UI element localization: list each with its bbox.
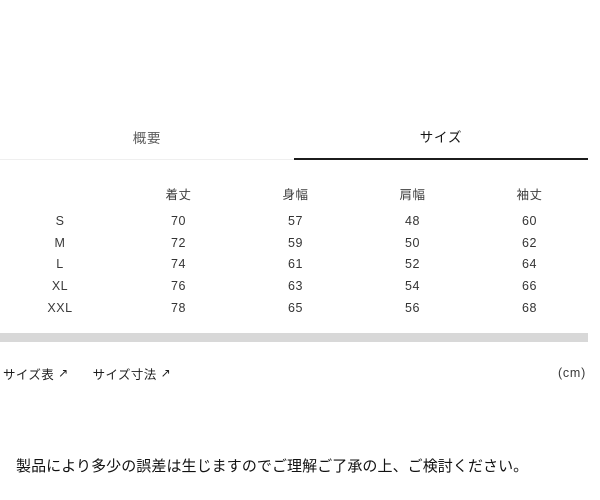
cell-xxl-shoulder-width: 56 (405, 301, 420, 316)
link-size-measurements-label: サイズ寸法 (92, 367, 157, 382)
horizontal-scrollbar[interactable] (0, 333, 588, 342)
link-size-measurements[interactable]: サイズ寸法 ↗ (93, 364, 171, 383)
table-row: L 74 61 52 64 (0, 254, 588, 276)
cell-s-sleeve-length: 60 (522, 213, 537, 228)
tab-size[interactable]: サイズ (294, 124, 588, 160)
cell-m-sleeve-length: 62 (522, 235, 537, 250)
size-table-scroll-container[interactable]: 着丈 身幅 肩幅 袖丈 S 70 57 48 60 M 72 59 (0, 176, 588, 342)
cell-s-shoulder-width: 48 (405, 213, 420, 228)
table-row: S 70 57 48 60 (0, 210, 588, 232)
table-row: XL 76 63 54 66 (0, 275, 588, 297)
cell-xxl-length: 78 (171, 301, 186, 316)
table-row: M 72 59 50 62 (0, 232, 588, 254)
row-label-m: M (54, 235, 66, 250)
external-link-arrow-icon: ↗ (160, 366, 172, 380)
cell-xxl-sleeve-length: 68 (522, 301, 537, 316)
link-size-chart[interactable]: サイズ表 ↗ (3, 364, 69, 383)
cell-l-length: 74 (171, 257, 186, 272)
column-header-sleeve-length: 袖丈 (516, 187, 543, 202)
tab-overview[interactable]: 概要 (0, 124, 294, 160)
column-header-length: 着丈 (165, 187, 192, 202)
row-label-l: L (56, 257, 64, 272)
size-table: 着丈 身幅 肩幅 袖丈 S 70 57 48 60 M 72 59 (0, 176, 588, 319)
row-label-xl: XL (51, 279, 69, 294)
cell-xl-chest-width: 63 (288, 279, 303, 294)
cell-xl-sleeve-length: 66 (522, 279, 537, 294)
table-corner-header (0, 176, 120, 210)
cell-m-shoulder-width: 50 (405, 235, 420, 250)
cell-l-chest-width: 61 (288, 257, 303, 272)
cell-m-length: 72 (171, 235, 186, 250)
table-row: XXL 78 65 56 68 (0, 297, 588, 319)
size-links-row: サイズ表 ↗ サイズ寸法 ↗ (cm) (0, 362, 588, 384)
cell-s-chest-width: 57 (288, 213, 303, 228)
cell-l-sleeve-length: 64 (522, 257, 537, 272)
size-table-body: S 70 57 48 60 M 72 59 50 62 L 74 61 (0, 210, 588, 319)
cell-xl-length: 76 (171, 279, 186, 294)
unit-label: (cm) (558, 366, 586, 380)
measurement-tolerance-note: 製品により多少の誤差は生じますのでご理解ご了承の上、ご検討ください。 (16, 458, 529, 475)
cell-m-chest-width: 59 (288, 235, 303, 250)
size-table-head: 着丈 身幅 肩幅 袖丈 (0, 176, 588, 210)
cell-l-shoulder-width: 52 (405, 257, 420, 272)
cell-xl-shoulder-width: 54 (405, 279, 420, 294)
row-label-s: S (55, 213, 65, 228)
column-header-chest-width: 身幅 (282, 187, 309, 202)
external-link-arrow-icon: ↗ (58, 366, 69, 380)
cell-xxl-chest-width: 65 (288, 301, 303, 316)
table-header-row: 着丈 身幅 肩幅 袖丈 (0, 176, 588, 210)
cell-s-length: 70 (171, 213, 186, 228)
column-header-shoulder-width: 肩幅 (399, 187, 426, 202)
row-label-xxl: XXL (47, 301, 73, 316)
product-detail-tabs: 概要 サイズ (0, 124, 588, 160)
link-size-chart-label: サイズ表 (3, 367, 55, 382)
